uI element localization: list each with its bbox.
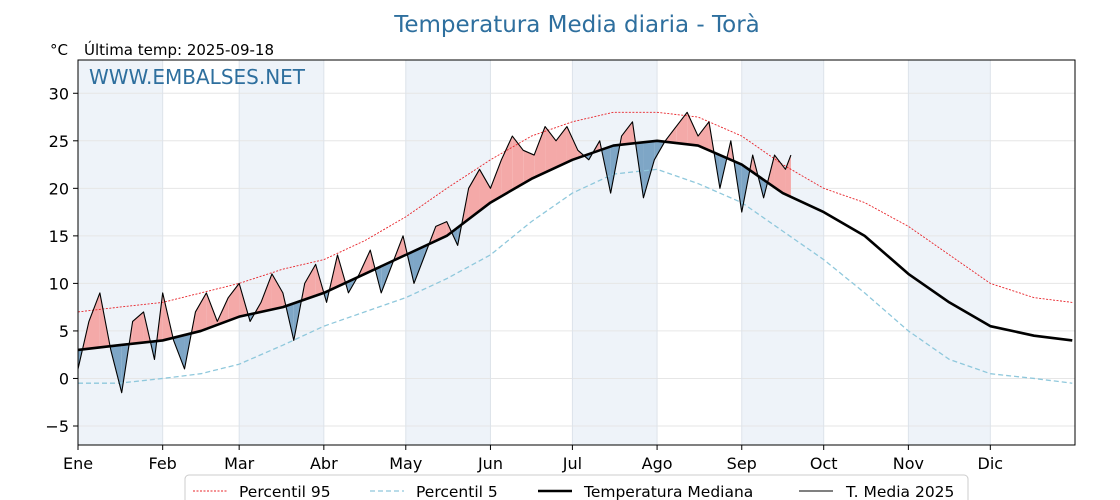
- above-median-fill: [534, 126, 546, 178]
- series-line-current: [77, 111, 792, 394]
- legend-label-p95: Percentil 95: [239, 483, 331, 500]
- legend-label-median: Temperatura Mediana: [583, 483, 753, 500]
- above-median-fill: [501, 136, 513, 197]
- above-median-fill: [774, 155, 786, 195]
- month-band: [572, 60, 658, 445]
- x-tick-label: Abr: [310, 454, 338, 473]
- above-median-fill: [621, 121, 633, 145]
- watermark: WWW.EMBALSES.NET: [89, 65, 306, 89]
- x-tick-label: May: [389, 454, 422, 473]
- last-temp-label: Última temp: 2025-09-18: [84, 40, 274, 59]
- above-median-fill: [468, 169, 480, 220]
- series-line-p5: [78, 168, 1073, 384]
- above-median-fill: [479, 169, 491, 211]
- x-tick-label: Jul: [562, 454, 582, 473]
- y-tick-label: 5: [59, 322, 69, 341]
- above-median-fill: [490, 159, 502, 203]
- x-tick-label: Mar: [224, 454, 255, 473]
- x-tick-label: Sep: [727, 454, 757, 473]
- above-median-fill: [523, 150, 535, 184]
- y-tick-label: 25: [49, 132, 69, 151]
- below-median-fill: [643, 141, 655, 198]
- x-tick-label: Jun: [477, 454, 503, 473]
- above-median-fill: [88, 292, 100, 349]
- y-tick-label: 30: [49, 84, 69, 103]
- x-tick-label: Ene: [63, 454, 93, 473]
- x-tick-label: Oct: [810, 454, 838, 473]
- series-line-median: [77, 139, 1073, 352]
- above-median-fill: [687, 112, 699, 146]
- below-median-fill: [413, 246, 425, 284]
- above-median-fill: [676, 112, 688, 145]
- y-tick-label: 0: [59, 369, 69, 388]
- above-median-fill: [556, 126, 567, 168]
- legend-label-p5: Percentil 5: [416, 483, 498, 500]
- x-tick-label: Nov: [893, 454, 924, 473]
- above-median-fill: [271, 273, 283, 310]
- x-tick-label: Ago: [642, 454, 673, 473]
- above-median-fill: [698, 121, 709, 151]
- legend-box: [184, 474, 969, 500]
- unit-label: °C: [50, 41, 68, 59]
- series-line-p95: [77, 111, 1073, 313]
- above-median-fill: [566, 126, 578, 163]
- y-tick-label: 10: [49, 274, 69, 293]
- y-tick-label: −5: [45, 417, 69, 436]
- above-median-fill: [206, 292, 218, 329]
- above-median-fill: [304, 264, 316, 300]
- above-median-fill: [785, 155, 791, 197]
- legend: Percentil 95 Percentil 5 Temperatura Med…: [184, 474, 969, 500]
- plot-frame: [77, 59, 1076, 446]
- x-tick-label: Feb: [149, 454, 177, 473]
- month-band: [741, 60, 824, 445]
- above-median-fill: [228, 283, 240, 321]
- x-tick-label: Dic: [978, 454, 1004, 473]
- month-band: [239, 60, 324, 445]
- y-tick-label: 15: [49, 227, 69, 246]
- legend-label-current: T. Media 2025: [845, 483, 954, 500]
- y-tick-label: 20: [49, 179, 69, 198]
- chart-title: Temperatura Media diaria - Torà: [393, 12, 760, 38]
- above-median-fill: [512, 136, 524, 190]
- above-median-fill: [261, 273, 272, 312]
- above-median-fill: [132, 311, 144, 344]
- above-median-fill: [195, 292, 207, 333]
- month-band: [908, 60, 991, 445]
